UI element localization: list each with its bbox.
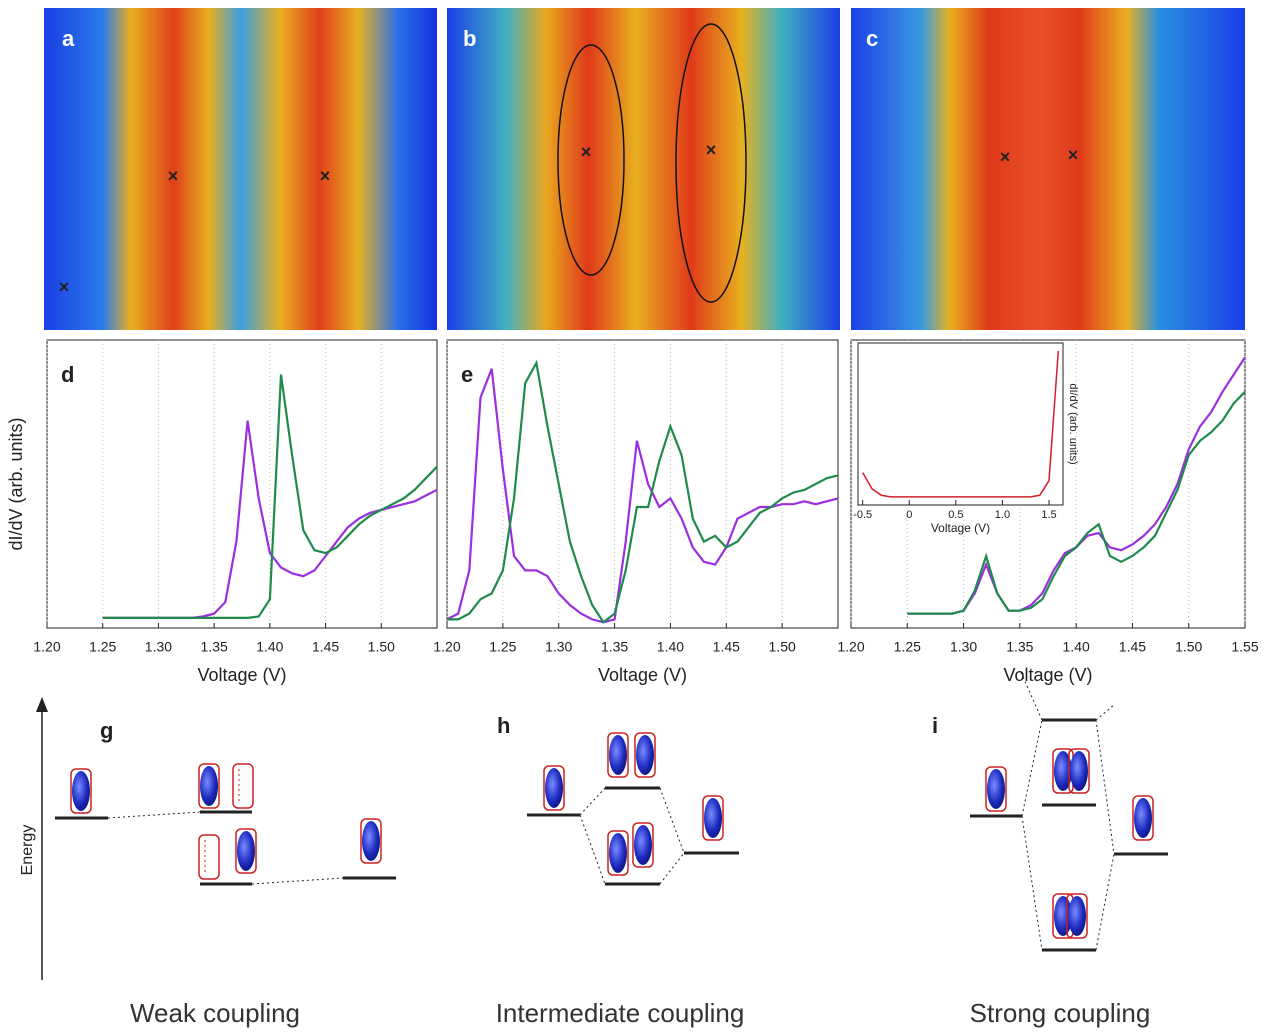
caption: Intermediate coupling	[496, 998, 745, 1028]
x-tick-label: 1.20	[33, 639, 60, 655]
x-tick-label: 1.50	[1175, 639, 1202, 655]
marker: ×	[59, 277, 70, 297]
x-tick-label: 1.0	[995, 509, 1010, 521]
x-tick-label: 1.30	[950, 639, 977, 655]
panel-label: c	[866, 26, 878, 51]
plot-area	[857, 342, 1064, 506]
x-tick-label: -0.5	[853, 509, 872, 521]
x-axis-title: Voltage (V)	[197, 665, 286, 685]
x-tick-label: 1.35	[201, 639, 228, 655]
x-tick-label: 1.20	[433, 639, 460, 655]
x-tick-label: 1.45	[713, 639, 740, 655]
x-tick-label: 1.40	[1063, 639, 1090, 655]
map-a	[44, 8, 437, 330]
x-tick-label: 1.50	[769, 639, 796, 655]
caption: Strong coupling	[970, 998, 1151, 1028]
x-tick-label: 1.25	[894, 639, 921, 655]
x-tick-label: 1.45	[312, 639, 339, 655]
marker: ×	[581, 142, 592, 162]
x-tick-label: 1.25	[489, 639, 516, 655]
series-line	[447, 359, 839, 624]
series-line	[102, 374, 438, 619]
x-tick-label: 1.55	[1231, 639, 1258, 655]
x-tick-label: 1.25	[89, 639, 116, 655]
marker: ×	[168, 166, 179, 186]
arrow	[36, 697, 48, 712]
x-axis-title: Voltage (V)	[1003, 665, 1092, 685]
series-line	[862, 351, 1060, 498]
marker: ×	[1000, 147, 1011, 167]
marker: ×	[1068, 145, 1079, 165]
marker: ×	[320, 166, 331, 186]
y-axis-title: dI/dV (arb. units)	[1067, 383, 1079, 464]
x-tick-label: 1.30	[145, 639, 172, 655]
panel-label: e	[461, 362, 473, 387]
x-tick-label: 1.30	[545, 639, 572, 655]
map-b	[447, 8, 840, 330]
x-tick-label: 1.50	[368, 639, 395, 655]
markers: × × × × × × ×	[59, 140, 1079, 297]
series-line	[907, 391, 1246, 615]
x-tick-label: 1.20	[837, 639, 864, 655]
panel-label: h	[497, 713, 510, 738]
caption: Weak coupling	[130, 998, 300, 1028]
marker: ×	[706, 140, 717, 160]
x-tick-label: 0	[906, 509, 912, 521]
axis-label: Energy	[19, 825, 36, 876]
x-tick-label: 1.40	[256, 639, 283, 655]
maps: × × × × × × × a b c	[44, 8, 1245, 330]
panel-label: i	[932, 713, 938, 738]
x-tick-label: 1.35	[1006, 639, 1033, 655]
x-axis-title: Voltage (V)	[598, 665, 687, 685]
x-tick-label: 1.45	[1119, 639, 1146, 655]
map-c	[851, 8, 1245, 330]
panel-label: d	[61, 362, 74, 387]
panel-label: b	[463, 26, 476, 51]
y-axis-title: dI/dV (arb. units)	[6, 417, 26, 550]
diagrams: Energy g h i Weak coupling Intermediate …	[19, 669, 1168, 1028]
plot-area	[446, 339, 839, 629]
x-axis-title: Voltage (V)	[931, 521, 990, 535]
panel-label: g	[100, 718, 113, 743]
x-tick-label: 1.40	[657, 639, 684, 655]
x-tick-label: 0.5	[948, 509, 963, 521]
outline	[675, 23, 747, 303]
panel-label: a	[62, 26, 75, 51]
outline	[557, 44, 625, 276]
x-tick-label: 1.35	[601, 639, 628, 655]
x-tick-label: 1.5	[1041, 509, 1056, 521]
